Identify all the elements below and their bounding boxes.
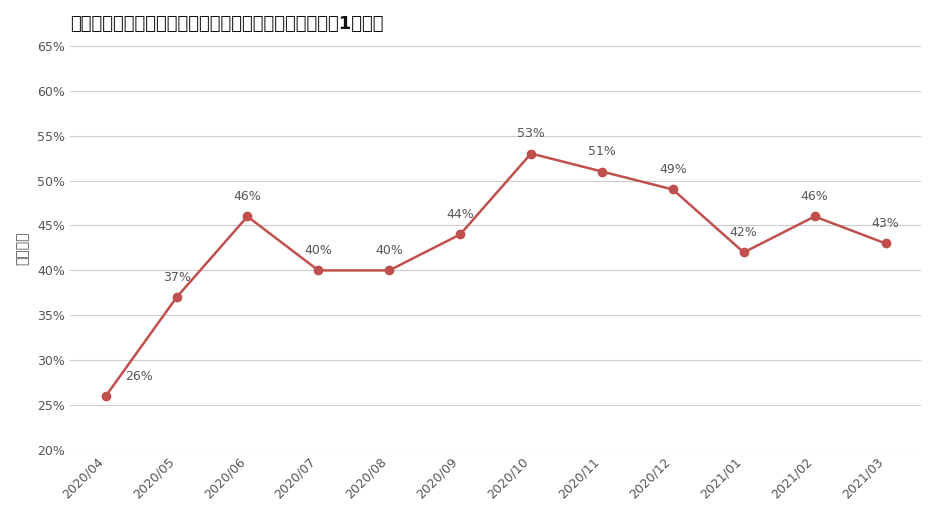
Text: 40%: 40%: [375, 244, 403, 257]
Text: 43%: 43%: [871, 217, 899, 230]
Text: 42%: 42%: [730, 226, 757, 239]
Text: 53%: 53%: [517, 127, 545, 140]
Text: 46%: 46%: [801, 190, 828, 203]
Text: 49%: 49%: [659, 163, 687, 176]
Text: 37%: 37%: [163, 271, 191, 284]
Text: 26%: 26%: [125, 370, 154, 383]
Text: 40%: 40%: [304, 244, 332, 257]
Text: 法人：各企業・団体ごとの目標歩数達成率（月次：過去1年間）: 法人：各企業・団体ごとの目標歩数達成率（月次：過去1年間）: [70, 15, 384, 33]
Y-axis label: 平均歩数: 平均歩数: [15, 231, 29, 265]
Text: 51%: 51%: [588, 145, 616, 158]
Text: 46%: 46%: [234, 190, 261, 203]
Text: 44%: 44%: [446, 208, 474, 221]
